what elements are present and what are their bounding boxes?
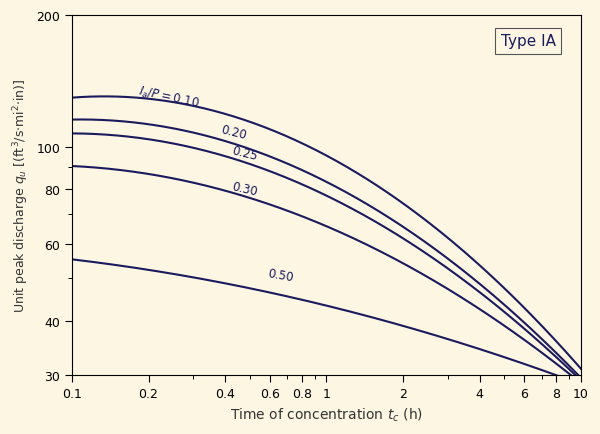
Text: Type IA: Type IA: [500, 34, 556, 49]
Text: 0.20: 0.20: [220, 123, 248, 142]
Text: 0.50: 0.50: [266, 266, 294, 283]
Text: 0.25: 0.25: [230, 144, 259, 162]
X-axis label: Time of concentration $t_c$ (h): Time of concentration $t_c$ (h): [230, 405, 423, 423]
Text: $I_a/P = 0.10$: $I_a/P = 0.10$: [137, 84, 200, 112]
Y-axis label: Unit peak discharge $q_u$ [(ft$^3$/s$\cdot$mi$^2$$\cdot$in)]: Unit peak discharge $q_u$ [(ft$^3$/s$\cd…: [11, 79, 31, 312]
Text: 0.30: 0.30: [230, 181, 259, 199]
